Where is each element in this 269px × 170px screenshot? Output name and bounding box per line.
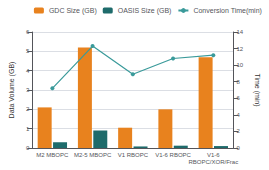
- svg-text:M2 MBOPC: M2 MBOPC: [36, 152, 69, 158]
- svg-text:RBOPC/XOR/Frac: RBOPC/XOR/Frac: [188, 159, 238, 165]
- svg-text:6: 6: [236, 95, 240, 101]
- svg-text:Data Volume (GB): Data Volume (GB): [8, 62, 16, 119]
- svg-text:OASIS Size (GB): OASIS Size (GB): [118, 7, 172, 15]
- svg-text:14: 14: [236, 29, 243, 35]
- svg-text:Conversion Time(min): Conversion Time(min): [193, 7, 261, 15]
- svg-text:8: 8: [236, 79, 240, 85]
- svg-text:0: 0: [236, 145, 240, 151]
- svg-text:6: 6: [26, 29, 30, 35]
- svg-text:2: 2: [26, 106, 30, 112]
- svg-text:GDC Size (GB): GDC Size (GB): [49, 7, 97, 15]
- svg-text:M2-5 MBOPC: M2-5 MBOPC: [74, 152, 112, 158]
- svg-text:5: 5: [26, 48, 30, 54]
- svg-text:1: 1: [26, 126, 30, 132]
- svg-text:0: 0: [26, 145, 30, 151]
- svg-text:10: 10: [236, 62, 243, 68]
- svg-text:V1 RBOPC: V1 RBOPC: [118, 152, 149, 158]
- svg-text:V1-6: V1-6: [207, 152, 220, 158]
- svg-text:2: 2: [236, 128, 240, 134]
- svg-text:4: 4: [26, 68, 30, 74]
- svg-text:12: 12: [236, 46, 243, 52]
- svg-text:4: 4: [236, 112, 240, 118]
- svg-text:Time (min): Time (min): [253, 73, 261, 106]
- svg-text:3: 3: [26, 87, 30, 93]
- svg-text:V1-6 RBOPC: V1-6 RBOPC: [155, 152, 191, 158]
